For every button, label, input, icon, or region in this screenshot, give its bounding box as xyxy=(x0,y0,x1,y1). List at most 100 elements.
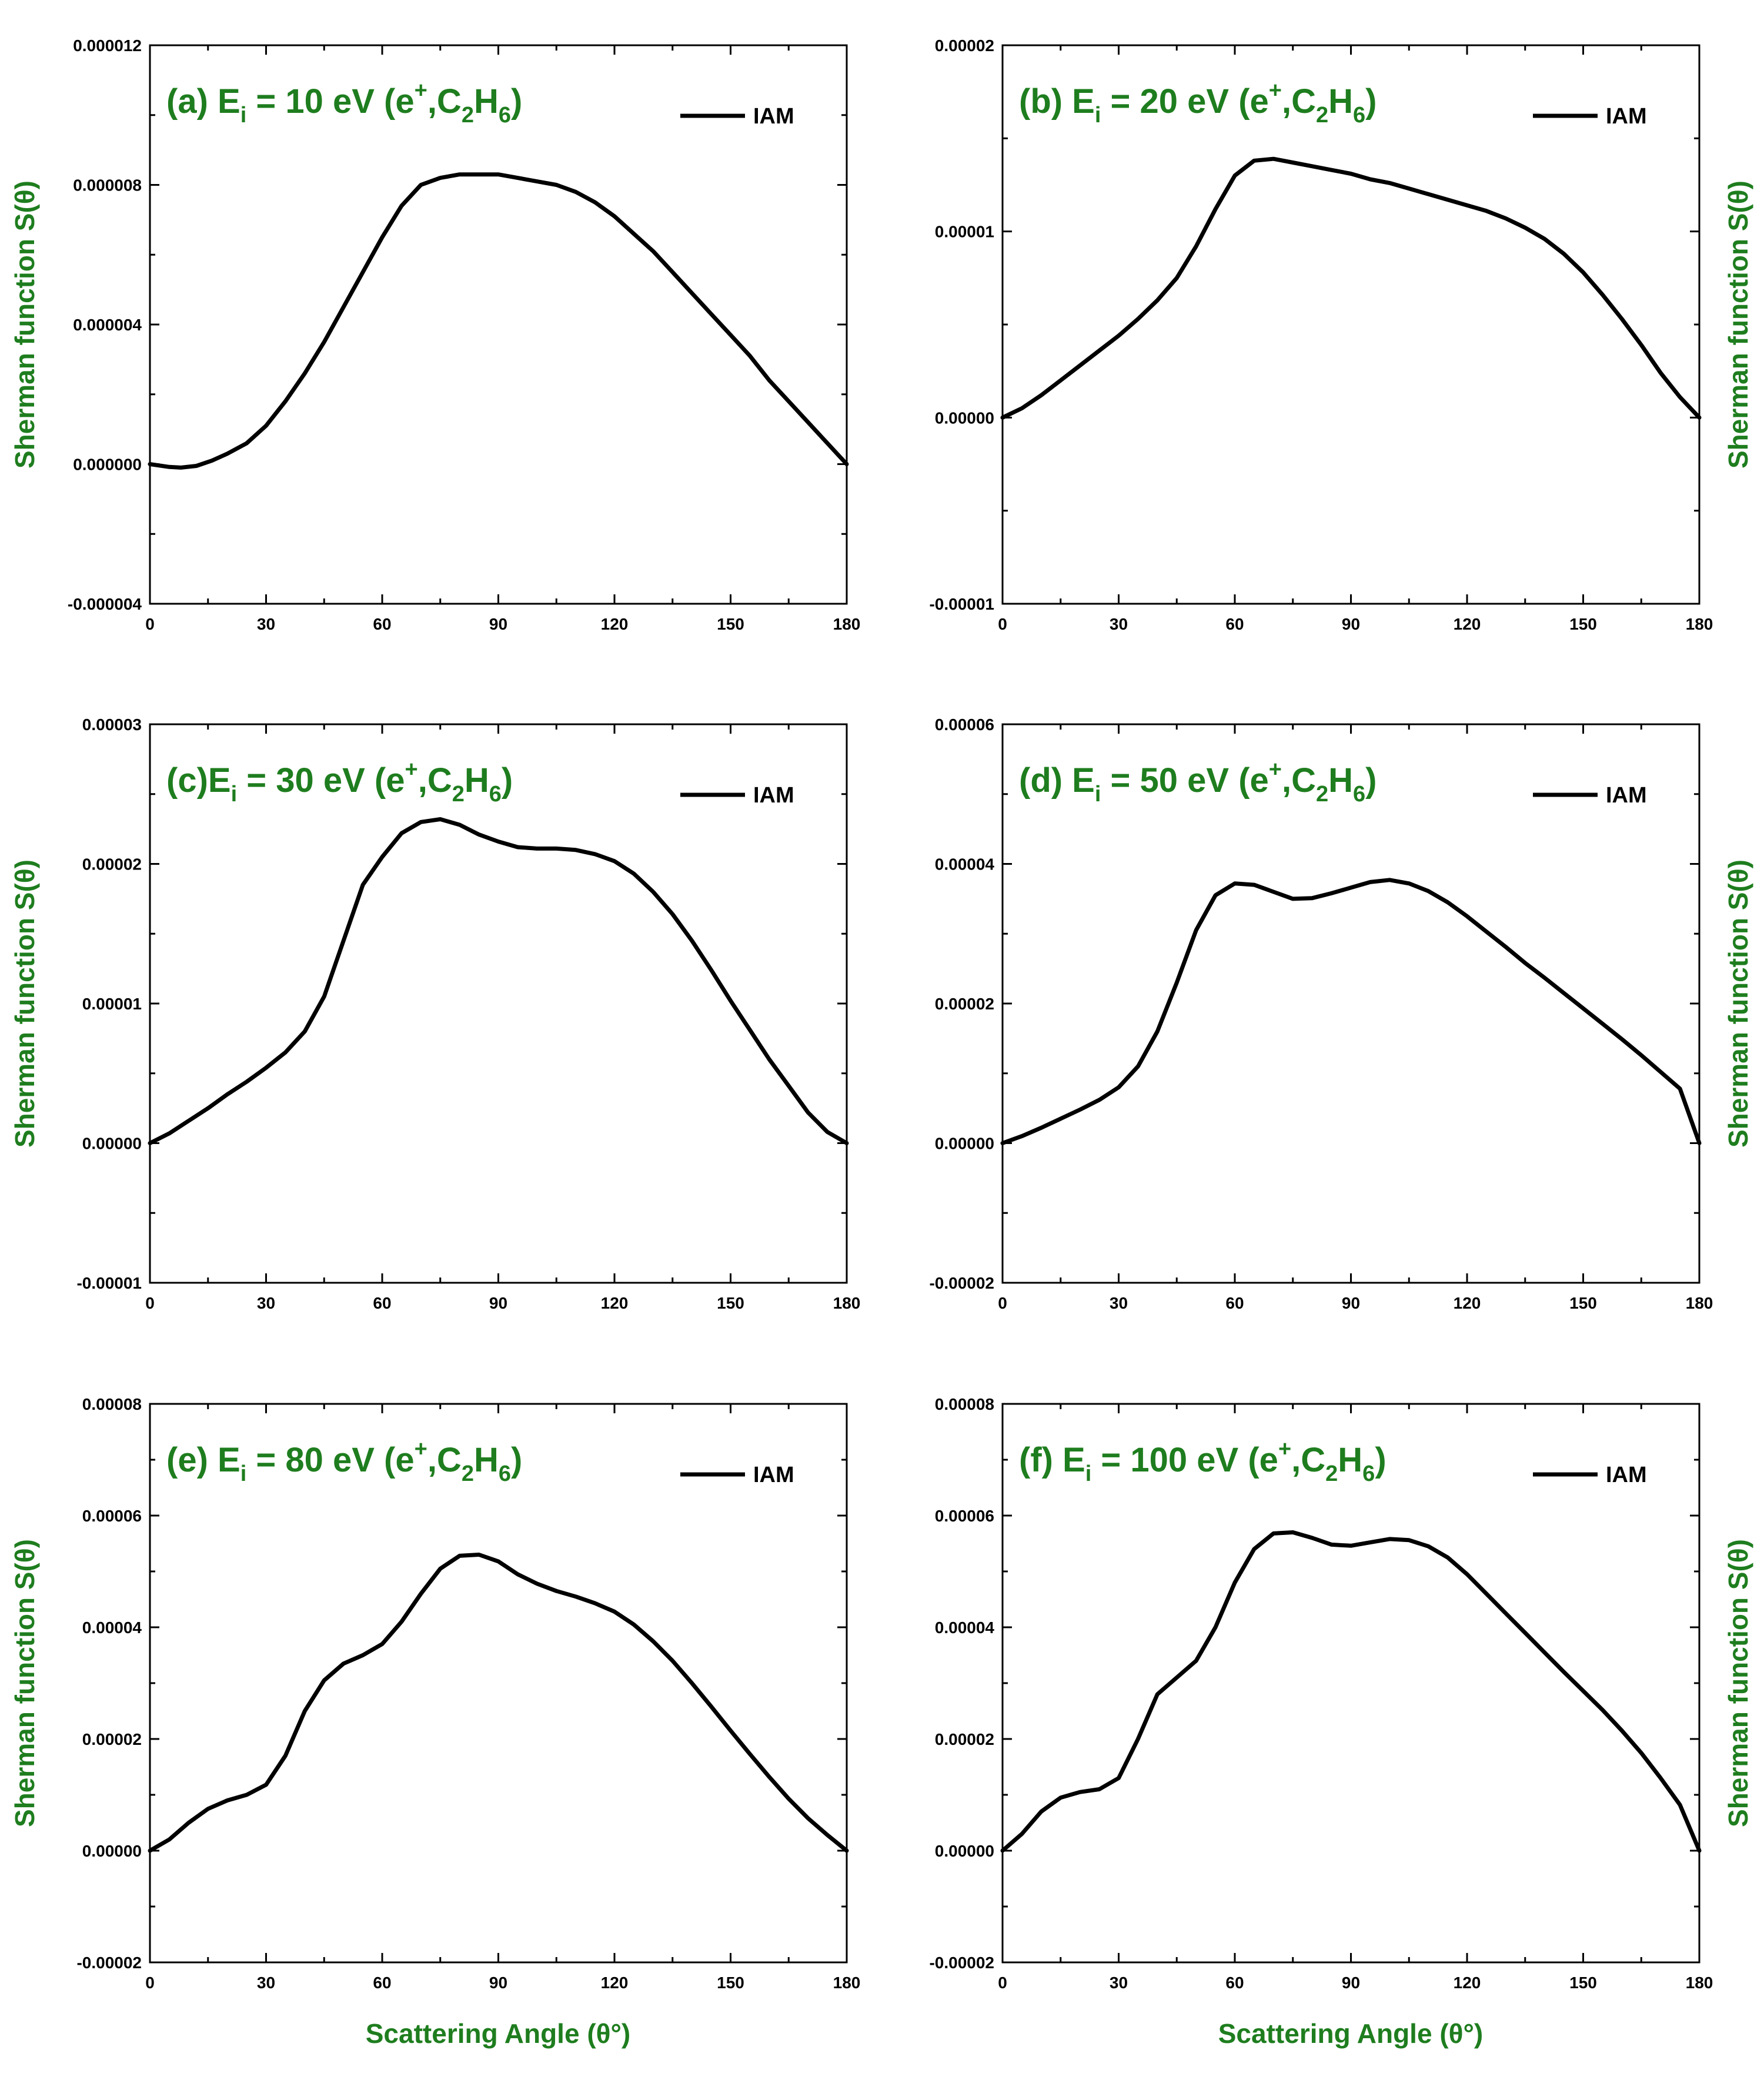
x-tick-label: 180 xyxy=(833,615,861,633)
panel-title: (b) Ei = 20 eV (e+,C2H6) xyxy=(1019,78,1377,128)
x-tick-label: 0 xyxy=(998,1974,1007,1992)
x-tick-label: 90 xyxy=(489,1974,507,1992)
y-tick-label: 0.00001 xyxy=(82,995,142,1013)
x-tick-label: 60 xyxy=(1225,1294,1244,1312)
x-tick-label: 0 xyxy=(145,1294,155,1312)
y-tick-label: 0.00002 xyxy=(82,1730,142,1748)
x-tick-label: 60 xyxy=(373,615,391,633)
y-tick-label: 0.00000 xyxy=(82,1842,142,1860)
x-tick-label: 30 xyxy=(257,1974,275,1992)
chart-panel-c: 0 30 60 90 120 150 180 -0.00001 0.00000 0.00001 0.… xyxy=(9,715,860,1312)
panel-title: (c)Ei = 30 eV (e+,C2H6) xyxy=(166,757,513,807)
y-tick-label: 0.00000 xyxy=(935,1842,994,1860)
y-tick-label: 0.00000 xyxy=(82,1135,142,1153)
plot-frame xyxy=(149,44,848,605)
y-tick-label: 0.00000 xyxy=(935,409,994,427)
y-axis-title: Sherman function S(θ) xyxy=(9,859,40,1148)
panel-title: (e) Ei = 80 eV (e+,C2H6) xyxy=(166,1437,522,1486)
x-axis-title-right: Scattering Angle (θ°) xyxy=(1218,2018,1483,2049)
x-tick-label: 90 xyxy=(489,1294,507,1312)
y-tick-label: 0.00006 xyxy=(82,1507,142,1525)
x-tick-label: 150 xyxy=(717,1974,744,1992)
legend-label-iam: IAM xyxy=(1606,1463,1647,1487)
x-tick-label: 150 xyxy=(717,1294,744,1312)
series-line-iam xyxy=(1000,1530,1702,1853)
legend-label-iam: IAM xyxy=(753,1463,794,1487)
x-tick-label: 90 xyxy=(1342,615,1360,633)
x-tick-label: 150 xyxy=(1569,1294,1597,1312)
x-tick-label: 30 xyxy=(257,615,275,633)
y-axis-title: Sherman function S(θ) xyxy=(9,180,40,469)
legend-label-iam: IAM xyxy=(753,104,794,129)
y-tick-label: 0.00002 xyxy=(935,1730,994,1748)
y-axis-title: Sherman function S(θ) xyxy=(1723,1539,1753,1827)
y-tick-label: 0.000012 xyxy=(73,36,142,55)
y-tick-label: -0.00002 xyxy=(929,1274,994,1292)
series-line-iam xyxy=(1000,156,1702,420)
x-tick-label: 180 xyxy=(833,1974,861,1992)
plot-frame xyxy=(149,723,848,1284)
chart-panel-a: 0 30 60 90 120 150 180 -0.000004 0.000000 0.00000… xyxy=(9,36,860,633)
plot-frame xyxy=(1001,1403,1700,1964)
x-tick-label: 150 xyxy=(717,615,744,633)
y-tick-label: 0.00008 xyxy=(935,1395,994,1413)
series-line-iam xyxy=(148,1553,849,1853)
x-tick-label: 30 xyxy=(1110,1974,1128,1992)
x-tick-label: 90 xyxy=(1342,1294,1360,1312)
series-line-iam xyxy=(1000,878,1702,1145)
x-tick-label: 30 xyxy=(1110,1294,1128,1312)
y-tick-label: 0.00001 xyxy=(935,223,994,241)
y-tick-label: -0.000004 xyxy=(68,595,142,613)
y-tick-label: -0.00001 xyxy=(76,1274,142,1292)
x-tick-label: 150 xyxy=(1569,1974,1597,1992)
y-tick-label: -0.00002 xyxy=(76,1954,142,1972)
legend-label-iam: IAM xyxy=(753,783,794,808)
y-axis-title: Sherman function S(θ) xyxy=(9,1539,40,1827)
x-tick-label: 60 xyxy=(373,1294,391,1312)
x-tick-label: 0 xyxy=(998,615,1007,633)
y-tick-label: 0.00004 xyxy=(82,1618,142,1637)
chart-panel-b: 0 30 60 90 120 150 180 -0.00001 0.00000 0.00001 0.… xyxy=(929,36,1753,633)
panel-title: (a) Ei = 10 eV (e+,C2H6) xyxy=(166,78,522,128)
chart-panel-f: 0 30 60 90 120 150 180 -0.00002 0.00000 0.00002 0.… xyxy=(929,1395,1753,1992)
y-axis-title: Sherman function S(θ) xyxy=(1723,859,1753,1148)
panel-title: (d) Ei = 50 eV (e+,C2H6) xyxy=(1019,757,1377,807)
x-tick-label: 120 xyxy=(601,615,629,633)
y-tick-label: 0.00003 xyxy=(82,715,142,734)
x-tick-label: 0 xyxy=(145,615,155,633)
x-tick-label: 30 xyxy=(257,1294,275,1312)
y-tick-label: -0.00002 xyxy=(929,1954,994,1972)
chart-panel-e: 0 30 60 90 120 150 180 -0.00002 0.00000 0.00002 0.… xyxy=(9,1395,860,1992)
x-tick-label: 90 xyxy=(489,615,507,633)
plot-frame xyxy=(1001,723,1700,1284)
plot-frame xyxy=(1001,44,1700,605)
panel-title: (f) Ei = 100 eV (e+,C2H6) xyxy=(1019,1437,1387,1486)
x-tick-label: 30 xyxy=(1110,615,1128,633)
y-tick-label: -0.00001 xyxy=(929,595,994,613)
y-tick-label: 0.00000 xyxy=(935,1135,994,1153)
y-tick-label: 0.000008 xyxy=(73,176,142,195)
x-tick-label: 0 xyxy=(145,1974,155,1992)
y-tick-label: 0.00006 xyxy=(935,1507,994,1525)
x-tick-label: 120 xyxy=(1454,1974,1481,1992)
x-tick-label: 60 xyxy=(1225,1974,1244,1992)
y-tick-label: 0.00002 xyxy=(935,36,994,55)
x-tick-label: 90 xyxy=(1342,1974,1360,1992)
y-tick-label: 0.00008 xyxy=(82,1395,142,1413)
y-tick-label: 0.00004 xyxy=(935,855,995,874)
y-tick-label: 0.00004 xyxy=(935,1618,995,1637)
y-tick-label: 0.000004 xyxy=(73,316,142,334)
y-axis-title: Sherman function S(θ) xyxy=(1723,180,1753,469)
y-tick-label: 0.00002 xyxy=(82,855,142,874)
legend-label-iam: IAM xyxy=(1606,783,1647,808)
x-tick-label: 120 xyxy=(1454,1294,1481,1312)
x-tick-label: 120 xyxy=(1454,615,1481,633)
chart-panel-d: 0 30 60 90 120 150 180 -0.00002 0.00000 0.00002 0.… xyxy=(929,715,1753,1312)
x-tick-label: 180 xyxy=(1686,1974,1713,1992)
y-tick-label: 0.00002 xyxy=(935,995,994,1013)
x-tick-label: 0 xyxy=(998,1294,1007,1312)
x-axis-title-left: Scattering Angle (θ°) xyxy=(366,2018,630,2049)
x-tick-label: 150 xyxy=(1569,615,1597,633)
x-tick-label: 180 xyxy=(1686,1294,1713,1312)
